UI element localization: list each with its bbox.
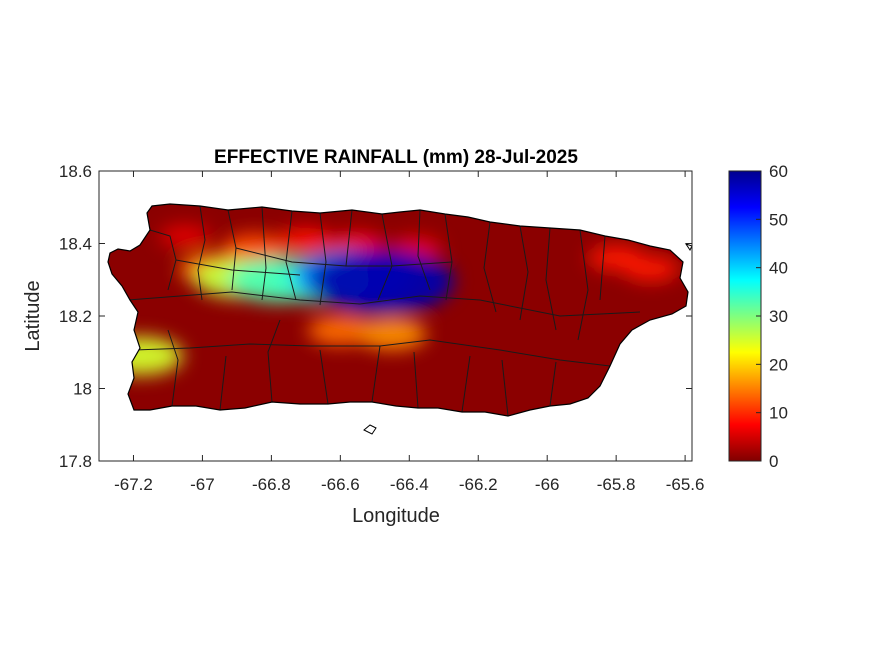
municipality-boundary xyxy=(261,206,267,301)
municipality-boundary xyxy=(235,247,453,267)
rainfall-cell xyxy=(159,224,211,248)
x-tick-label: -65.6 xyxy=(666,475,705,494)
municipality-boundary xyxy=(267,319,281,403)
x-tick-label: -66.6 xyxy=(321,475,360,494)
x-tick-label: -65.8 xyxy=(597,475,636,494)
colorbar-gradient xyxy=(728,170,762,462)
municipality-boundary xyxy=(197,205,206,301)
colorbar-tick-label: 10 xyxy=(769,404,788,423)
y-tick-label: 18.2 xyxy=(59,307,92,326)
x-tick-label: -66 xyxy=(535,475,560,494)
plot-title: EFFECTIVE RAINFALL (mm) 28-Jul-2025 xyxy=(214,147,578,168)
map-layer xyxy=(107,203,693,435)
x-axis-ticks: -67.2 -67 -66.8 -66.6 -66.4 -66.2 -66 -65.8 -65.… xyxy=(114,171,704,494)
municipality-boundary xyxy=(599,235,606,301)
x-tick-label: -66.8 xyxy=(252,475,291,494)
municipality-boundary xyxy=(149,229,177,291)
rainfall-cell xyxy=(357,318,427,350)
municipality-boundary xyxy=(319,212,327,306)
municipality-boundary xyxy=(417,209,431,291)
municipality-boundary xyxy=(461,355,471,413)
y-tick-label: 17.8 xyxy=(59,452,92,471)
colorbar-tick-label: 60 xyxy=(769,162,788,181)
municipality-boundary xyxy=(483,221,497,313)
rainfall-cell xyxy=(223,233,285,261)
municipality-boundary xyxy=(549,361,557,407)
municipality-boundary xyxy=(501,359,509,416)
islet-coastline xyxy=(363,243,693,435)
rainfall-cell xyxy=(622,256,679,282)
x-axis-title: Longitude xyxy=(352,505,440,527)
island-coastline xyxy=(107,203,689,417)
municipality-boundary xyxy=(167,329,179,407)
colorbar-tick-label: 30 xyxy=(769,307,788,326)
municipality-boundary xyxy=(285,210,297,301)
colorbar-tick-label: 0 xyxy=(769,452,778,471)
y-tick-label: 18.6 xyxy=(59,162,92,181)
colorbar-ticks: 60 50 40 30 20 10 0 xyxy=(756,162,788,471)
municipality-boundary xyxy=(577,229,589,341)
municipality-boundary xyxy=(219,355,227,411)
x-tick-label: -67.2 xyxy=(114,475,153,494)
municipality-boundary xyxy=(519,225,529,321)
municipality-boundary xyxy=(319,349,329,405)
municipality-boundary xyxy=(545,227,557,331)
rainfall-cell xyxy=(309,249,454,315)
colorbar: 60 50 40 30 20 10 0 xyxy=(728,162,788,471)
x-tick-label: -67 xyxy=(190,475,215,494)
municipality-boundary xyxy=(413,351,419,409)
colorbar-tick-label: 20 xyxy=(769,355,788,374)
x-tick-label: -66.2 xyxy=(459,475,498,494)
x-tick-label: -66.4 xyxy=(390,475,429,494)
colorbar-tick-label: 50 xyxy=(769,210,788,229)
rainfall-cell xyxy=(278,227,334,253)
y-tick-label: 18 xyxy=(73,380,92,399)
municipality-boundary xyxy=(345,209,353,267)
colorbar-tick-label: 40 xyxy=(769,259,788,278)
rainfall-cell xyxy=(307,315,373,346)
municipality-boundary xyxy=(371,345,381,403)
y-axis-ticks: 18.6 18.4 18.2 18 17.8 xyxy=(59,162,692,471)
y-tick-label: 18.4 xyxy=(59,235,92,254)
y-axis-title: Latitude xyxy=(22,280,44,351)
municipality-boundary xyxy=(127,291,641,317)
municipality-boundary xyxy=(175,259,301,276)
municipality-boundaries xyxy=(127,205,641,416)
